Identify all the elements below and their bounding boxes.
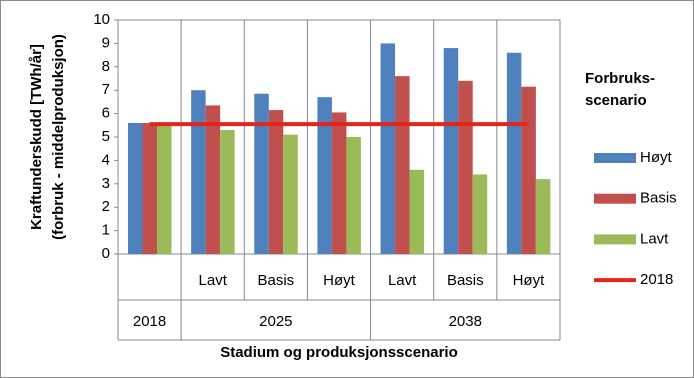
bar [443, 48, 459, 254]
x-group-label: 2025 [259, 313, 292, 330]
legend-label: Lavt [640, 230, 669, 247]
legend-label: 2018 [640, 271, 673, 288]
y-tick-label: 2 [102, 198, 110, 215]
bar [142, 122, 157, 255]
bar [395, 76, 410, 254]
bar [521, 86, 536, 254]
y-tick-label: 8 [102, 58, 110, 75]
x-tick-label: Lavt [199, 272, 228, 289]
y-tick-label: 1 [102, 222, 110, 239]
bar [254, 93, 269, 255]
y-axis-title: Kraftunderskudd [TWh/år] (forbruk - midd… [28, 34, 67, 240]
legend-swatch [594, 234, 636, 245]
y-tick-label: 3 [102, 175, 110, 192]
x-tick-label: Høyt [323, 272, 355, 289]
bar [317, 97, 332, 254]
legend-label: Basis [640, 190, 677, 207]
legend-swatch [594, 153, 636, 163]
y-axis-title-line: (forbruk - middelproduksjon) [50, 34, 67, 240]
x-tick-label: Basis [258, 272, 295, 289]
bar [220, 129, 235, 254]
legend-title: scenario [585, 92, 647, 109]
legend-label: Høyt [640, 149, 672, 166]
y-tick-label: 0 [102, 245, 110, 262]
y-tick-label: 7 [102, 81, 110, 98]
bar [191, 90, 206, 254]
legend-title: Forbruks- [585, 70, 655, 87]
bar [268, 110, 284, 254]
y-tick-label: 4 [102, 151, 110, 168]
bar [506, 52, 522, 255]
legend-swatch [594, 193, 636, 204]
x-tick-label: Basis [447, 272, 484, 289]
bar [472, 174, 488, 254]
bar [331, 112, 347, 255]
y-tick-label: 10 [93, 11, 110, 28]
x-tick-label: Høyt [513, 272, 545, 289]
x-tick-label: Lavt [388, 272, 417, 289]
bar [458, 80, 473, 254]
bar [128, 122, 143, 255]
x-group-label: 2018 [133, 313, 166, 330]
bar [409, 169, 425, 254]
y-tick-label: 9 [102, 34, 110, 51]
bar [283, 134, 298, 254]
bar [157, 122, 172, 255]
x-group-label: 2038 [449, 313, 482, 330]
bar [535, 179, 551, 254]
y-tick-label: 6 [102, 105, 110, 122]
bar [205, 105, 221, 254]
x-axis-title: Stadium og produksjonsscenario [220, 344, 458, 361]
bar [380, 43, 396, 255]
bar [346, 137, 361, 254]
y-tick-label: 5 [102, 128, 110, 145]
y-axis-title-line: Kraftunderskudd [TWh/år] [28, 44, 45, 230]
